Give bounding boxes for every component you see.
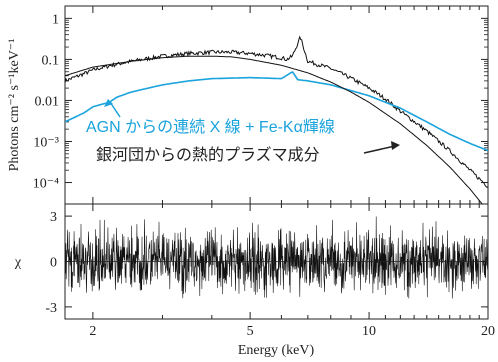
spectrum-y-axis-title: Photons cm⁻² s⁻¹keV⁻¹	[7, 39, 22, 172]
y-tick-label: 10⁻³	[33, 135, 59, 150]
residual-y-tick-label: -3	[45, 301, 57, 316]
y-tick-label: 10⁻⁴	[33, 177, 59, 192]
cluster-annotation: 銀河団からの熱的プラズマ成分	[96, 146, 320, 164]
x-tick-label: 20	[481, 324, 495, 339]
agn-arrow	[109, 101, 121, 118]
residual-y-tick-label: 3	[50, 210, 57, 225]
spectrum-series-line	[65, 71, 488, 152]
cluster-arrow	[363, 145, 396, 154]
x-tick-label: 5	[247, 324, 254, 339]
x-tick-label: 2	[89, 324, 96, 339]
y-tick-label: 0.01	[35, 94, 60, 109]
spectrum-series-line	[65, 35, 488, 188]
agn-annotation: AGN からの連続 X 線 + Fe-Kα輝線	[86, 118, 335, 136]
residual-y-tick-label: 0	[50, 256, 57, 271]
spectrum-panel-frame	[64, 5, 489, 205]
y-tick-label: 1	[52, 12, 59, 27]
x-tick-label: 10	[362, 324, 376, 339]
cluster-arrowhead	[391, 141, 400, 150]
x-axis-title: Energy (keV)	[238, 343, 315, 358]
residual-trace	[65, 216, 488, 299]
y-tick-label: 0.1	[42, 53, 60, 68]
residual-y-axis-title: χ	[14, 255, 22, 270]
spectrum-series-line	[65, 55, 483, 204]
